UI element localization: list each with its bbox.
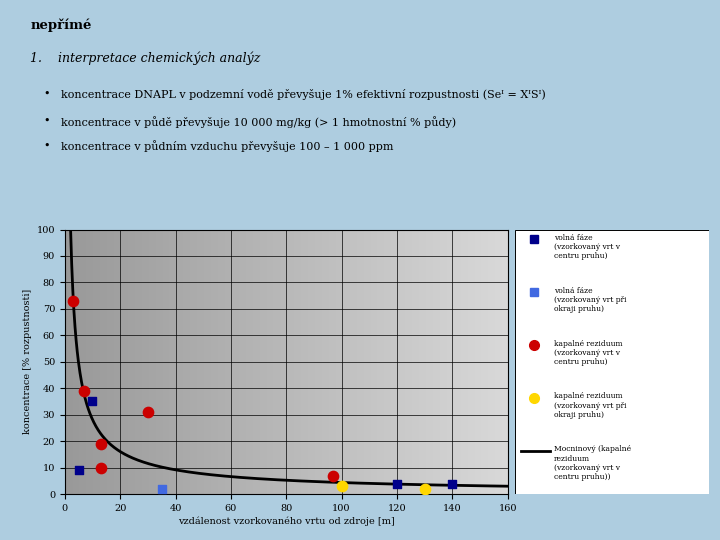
X-axis label: vzdálenost vzorkovaného vrtu od zdroje [m]: vzdálenost vzorkovaného vrtu od zdroje […	[178, 517, 395, 526]
Text: nepřímé: nepřímé	[30, 19, 91, 32]
Point	[95, 440, 107, 448]
Point	[156, 484, 168, 493]
Point	[419, 484, 431, 493]
Text: •: •	[43, 140, 50, 151]
Point	[142, 408, 153, 416]
Text: •: •	[43, 89, 50, 99]
Point	[336, 482, 347, 490]
Point	[328, 471, 339, 480]
Text: •: •	[43, 116, 50, 126]
Text: volná fáze
(vzorkovaný vrt při
okraji pruhu): volná fáze (vzorkovaný vrt při okraji pr…	[554, 287, 626, 313]
Y-axis label: koncentrace [% rozpustnosti]: koncentrace [% rozpustnosti]	[24, 289, 32, 434]
Point	[391, 479, 402, 488]
Point	[68, 296, 79, 305]
Text: kapalné reziduum
(vzorkovaný vrt při
okraji pruhu): kapalné reziduum (vzorkovaný vrt při okr…	[554, 393, 626, 419]
Text: koncentrace v půdě převyšuje 10 000 mg/kg (> 1 hmotnostní % půdy): koncentrace v půdě převyšuje 10 000 mg/k…	[61, 116, 456, 128]
Text: volná fáze
(vzorkovaný vrt v
centru pruhu): volná fáze (vzorkovaný vrt v centru pruh…	[554, 234, 620, 260]
Point	[86, 397, 98, 406]
Text: 1.    interpretace chemických analýz: 1. interpretace chemických analýz	[30, 51, 261, 65]
Text: koncentrace DNAPL v podzemní vodě převyšuje 1% efektivní rozpustnosti (Seᴵ = XᴵS: koncentrace DNAPL v podzemní vodě převyš…	[61, 89, 546, 100]
Text: Mocninový (kapalné
reziduum
(vzorkovaný vrt v
centru pruhu)): Mocninový (kapalné reziduum (vzorkovaný …	[554, 446, 631, 481]
Text: koncentrace v půdním vzduchu převyšuje 100 – 1 000 ppm: koncentrace v půdním vzduchu převyšuje 1…	[61, 140, 394, 152]
Point	[95, 463, 107, 472]
Text: kapalné reziduum
(vzorkovaný vrt v
centru pruhu): kapalné reziduum (vzorkovaný vrt v centr…	[554, 340, 622, 366]
Point	[73, 466, 84, 475]
Point	[446, 479, 458, 488]
Point	[78, 387, 90, 395]
